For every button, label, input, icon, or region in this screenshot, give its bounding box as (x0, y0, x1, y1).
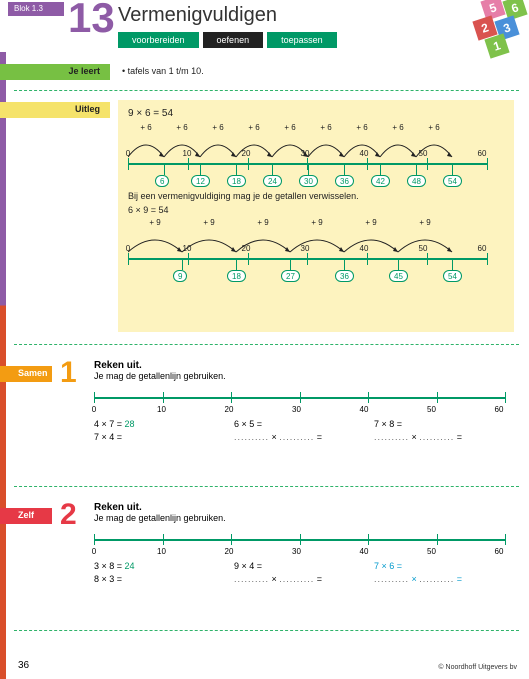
equation-cell: 7 × 8 = (374, 419, 514, 429)
je-leert-text: • tafels van 1 t/m 10. (122, 66, 204, 76)
tab-toepassen[interactable]: toepassen (267, 32, 337, 48)
tab-oefenen[interactable]: oefenen (203, 32, 264, 48)
divider (14, 344, 519, 345)
page-header: Blok 1.3 13 Vermenigvuldigen voorbereide… (0, 0, 529, 52)
tab-row: voorbereiden oefenen toepassen (118, 32, 337, 48)
numberline-1: + 6+ 6+ 6+ 6+ 6+ 6+ 6+ 6+ 60102030405060… (128, 123, 504, 183)
value-pill: 24 (263, 175, 282, 187)
equation-cell: 4 × 7 = 28 (94, 419, 234, 429)
exercise-number: 1 (60, 356, 77, 390)
divider (14, 486, 519, 487)
uitleg-mid1: Bij een vermenigvuldiging mag je de geta… (128, 191, 504, 203)
label-je-leert: Je leert (0, 64, 110, 80)
divider (14, 90, 519, 91)
equation-cell: .......... × .......... = (234, 432, 374, 442)
exercise-1: 1 Reken uit. Je mag de getallenlijn gebr… (60, 360, 520, 442)
hopscotch-decoration: 56231 (429, 0, 529, 52)
equation-cell: 7 × 4 = (94, 432, 234, 442)
page-title: Vermenigvuldigen (118, 4, 277, 27)
numberline-2: + 9+ 9+ 9+ 9+ 9+ 90102030405060918273645… (128, 218, 504, 278)
value-pill: 9 (173, 270, 187, 282)
value-pill: 36 (335, 175, 354, 187)
equation-cell: 9 × 4 = (234, 561, 374, 571)
label-uitleg: Uitleg (0, 102, 110, 118)
value-pill: 27 (281, 270, 300, 282)
exercise-numberline: 0102030405060 (94, 389, 520, 415)
value-pill: 30 (299, 175, 318, 187)
exercise-number: 2 (60, 498, 77, 532)
equation-cell: 6 × 5 = (234, 419, 374, 429)
equation-grid: 3 × 8 = 249 × 4 =7 × 6 = 8 × 3 =.........… (94, 561, 520, 584)
value-pill: 18 (227, 270, 246, 282)
uitleg-eq1: 9 × 6 = 54 (128, 108, 504, 119)
equation-cell: 3 × 8 = 24 (94, 561, 234, 571)
value-pills: 6 12 18 24 30 36 42 48 54 (128, 175, 488, 189)
equation-cell: .......... × .......... = (234, 574, 374, 584)
value-pill: 36 (335, 270, 354, 282)
value-pill: 54 (443, 175, 462, 187)
exercise-title: Reken uit. (94, 360, 520, 371)
equation-cell: .......... × .......... = (374, 574, 514, 584)
equation-cell: 8 × 3 = (94, 574, 234, 584)
exercise-numberline: 0102030405060 (94, 531, 520, 557)
equation-cell: .......... × .......... = (374, 432, 514, 442)
value-pill: 6 (155, 175, 169, 187)
exercise-subtitle: Je mag de getallenlijn gebruiken. (94, 371, 520, 381)
publisher: © Noordhoff Uitgevers bv (438, 664, 517, 671)
lesson-number: 13 (68, 0, 115, 42)
equation-grid: 4 × 7 = 286 × 5 =7 × 8 = 7 × 4 =.........… (94, 419, 520, 442)
uitleg-mid2: 6 × 9 = 54 (128, 205, 504, 217)
tab-voorbereiden[interactable]: voorbereiden (118, 32, 199, 48)
divider (14, 630, 519, 631)
value-pill: 45 (389, 270, 408, 282)
value-pills: 9 18 27 36 45 54 (128, 270, 488, 284)
page-number: 36 (18, 660, 29, 671)
label-zelf: Zelf (0, 508, 52, 524)
value-pill: 54 (443, 270, 462, 282)
exercise-subtitle: Je mag de getallenlijn gebruiken. (94, 513, 520, 523)
value-pill: 12 (191, 175, 210, 187)
value-pill: 42 (371, 175, 390, 187)
value-pill: 48 (407, 175, 426, 187)
equation-cell: 7 × 6 = (374, 561, 514, 571)
uitleg-box: 9 × 6 = 54 + 6+ 6+ 6+ 6+ 6+ 6+ 6+ 6+ 601… (118, 100, 514, 332)
value-pill: 18 (227, 175, 246, 187)
exercise-title: Reken uit. (94, 502, 520, 513)
label-samen: Samen (0, 366, 52, 382)
blok-badge: Blok 1.3 (8, 2, 64, 16)
exercise-2: 2 Reken uit. Je mag de getallenlijn gebr… (60, 502, 520, 584)
